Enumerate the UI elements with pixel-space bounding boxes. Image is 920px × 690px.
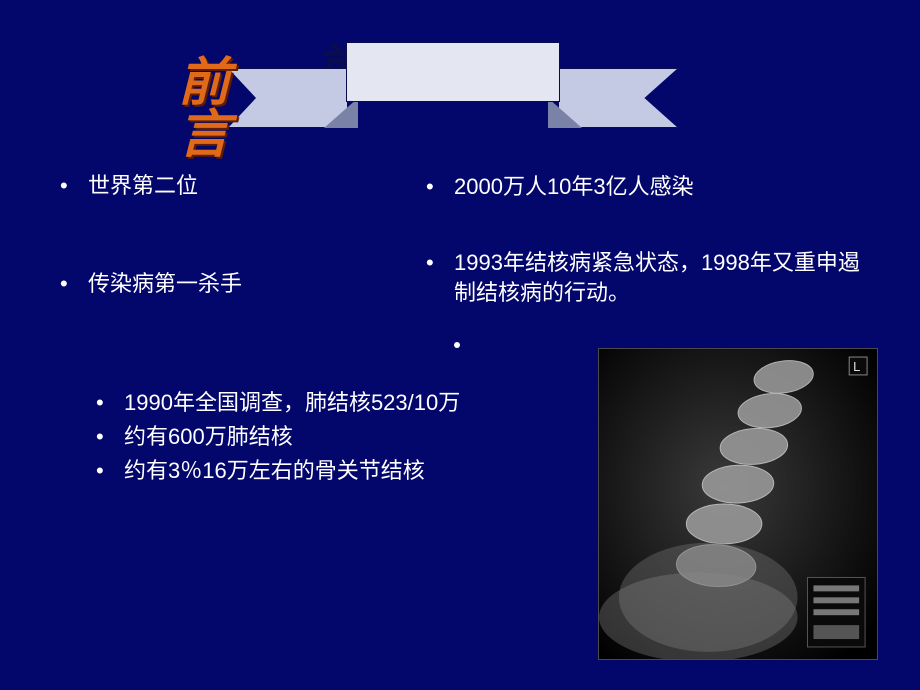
list-item: 1990年全国调查，肺结核523/10万 <box>96 386 536 420</box>
title-front: 前 言 <box>178 58 248 162</box>
title-front-line1: 前 <box>178 55 232 112</box>
title-front-line2: 言 <box>178 107 232 164</box>
slide: 前言 前 言 世界第二位 传染病第一杀手 2000万人10年3亿人感染 1993… <box>0 0 920 690</box>
bullet-list-left-2: 传染病第一杀手 <box>60 270 360 299</box>
ribbon-front <box>346 42 560 102</box>
xray-image: L <box>598 348 878 660</box>
list-item: 世界第二位 <box>60 170 360 202</box>
list-item: 约有3％16万左右的骨关节结核 <box>96 454 536 488</box>
list-item: 传染病第一杀手 <box>60 270 360 299</box>
xray-svg: L <box>599 349 877 659</box>
title-ribbon <box>228 42 678 130</box>
bullet-list-right-1: 2000万人10年3亿人感染 <box>426 170 866 203</box>
ribbon-back-right <box>558 68 678 128</box>
bullet-list-bottom: 1990年全国调查，肺结核523/10万 约有600万肺结核 约有3％16万左右… <box>96 386 536 488</box>
bullet-list-right-2: 1993年结核病紧急状态，1998年又重申遏制结核病的行动。 <box>426 248 866 307</box>
marker-dot <box>454 342 460 348</box>
svg-text:L: L <box>853 359 860 374</box>
list-item: 约有600万肺结核 <box>96 420 536 454</box>
list-item: 2000万人10年3亿人感染 <box>426 170 866 203</box>
list-item: 1993年结核病紧急状态，1998年又重申遏制结核病的行动。 <box>426 248 866 307</box>
bullet-list-left-1: 世界第二位 <box>60 170 360 202</box>
